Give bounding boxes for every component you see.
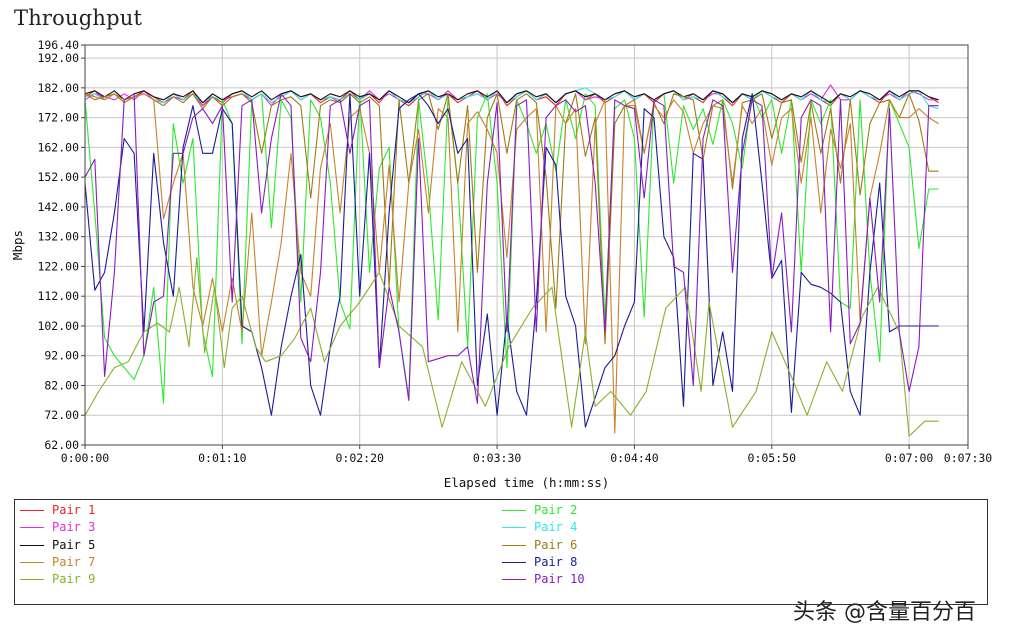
- plot-frame: [84, 44, 969, 446]
- legend-swatch: [20, 561, 44, 563]
- legend-swatch: [20, 578, 44, 580]
- legend-label: Pair 7: [52, 555, 96, 569]
- legend-label: Pair 10: [534, 572, 585, 586]
- y-tick-label: 82.00: [44, 378, 79, 392]
- y-tick-label: 172.00: [37, 111, 79, 125]
- legend-item-pair-3: Pair 3: [20, 519, 95, 535]
- legend-swatch: [20, 509, 44, 511]
- legend-swatch: [502, 526, 526, 528]
- series-line-pair-10: [84, 93, 939, 404]
- legend-item-pair-1: Pair 1: [20, 502, 95, 518]
- chart-title: Throughput: [14, 6, 143, 30]
- x-tick-label: 0:02:20: [335, 451, 384, 465]
- legend-swatch: [502, 578, 526, 580]
- chart-plot: 62.00 72.00 82.00 92.00 102.00 112.00 122.00 13…: [10, 38, 992, 490]
- y-tick-label: 182.00: [37, 81, 79, 95]
- legend-swatch: [502, 561, 526, 563]
- legend-label: Pair 2: [534, 503, 578, 517]
- x-tick-label: 0:07:30: [944, 451, 993, 465]
- legend-item-pair-7: Pair 7: [20, 554, 95, 570]
- x-axis-title: Elapsed time (h:mm:ss): [444, 475, 610, 490]
- series-line-pair-9: [84, 256, 939, 437]
- legend-swatch: [20, 526, 44, 528]
- legend-label: Pair 8: [534, 555, 578, 569]
- x-tick-label: 0:05:50: [748, 451, 797, 465]
- y-tick-label: 192.00: [37, 51, 79, 65]
- legend-item-pair-2: Pair 2: [502, 502, 577, 518]
- y-axis-title: Mbps: [10, 230, 25, 260]
- legend-item-pair-10: Pair 10: [502, 571, 585, 587]
- x-tick-label: 0:01:10: [198, 451, 247, 465]
- y-tick-label: 92.00: [44, 349, 79, 363]
- y-tick-label: 162.00: [37, 140, 79, 154]
- x-tick-label: 0:03:30: [473, 451, 522, 465]
- y-tick-label: 142.00: [37, 200, 79, 214]
- legend-label: Pair 3: [52, 520, 96, 534]
- legend-item-pair-9: Pair 9: [20, 571, 95, 587]
- legend-item-pair-8: Pair 8: [502, 554, 577, 570]
- series-line-pair-2: [84, 93, 939, 404]
- legend-label: Pair 9: [52, 572, 96, 586]
- series-layer: [84, 84, 939, 437]
- x-tick-label: 0:07:00: [885, 451, 934, 465]
- legend-swatch: [20, 544, 44, 546]
- legend-item-pair-5: Pair 5: [20, 537, 95, 553]
- series-line-pair-8: [84, 93, 939, 428]
- legend-label: Pair 1: [52, 503, 96, 517]
- y-tick-label: 72.00: [44, 408, 79, 422]
- y-tick-label: 132.00: [37, 230, 79, 244]
- y-tick-label: 196.40: [37, 38, 79, 52]
- watermark: 头条 @含量百分百: [793, 600, 976, 625]
- legend-item-pair-6: Pair 6: [502, 537, 577, 553]
- series-line-pair-7: [84, 93, 939, 434]
- y-tick-label: 62.00: [44, 438, 79, 452]
- x-tick-label: 0:04:40: [610, 451, 659, 465]
- series-line-pair-6: [84, 93, 939, 345]
- y-tick-label: 102.00: [37, 319, 79, 333]
- legend-label: Pair 5: [52, 538, 96, 552]
- legend-swatch: [502, 509, 526, 511]
- series-line-pair-5: [84, 90, 939, 104]
- x-tick-label: 0:00:00: [61, 451, 110, 465]
- legend: Pair 1 Pair 2 Pair 3 Pair 4 Pair 5 Pair …: [14, 499, 988, 605]
- legend-swatch: [502, 544, 526, 546]
- legend-label: Pair 6: [534, 538, 578, 552]
- ticks-layer: 62.00 72.00 82.00 92.00 102.00 112.00 122.00 13…: [37, 38, 992, 465]
- y-tick-label: 152.00: [37, 170, 79, 184]
- legend-item-pair-4: Pair 4: [502, 519, 577, 535]
- legend-label: Pair 4: [534, 520, 578, 534]
- y-tick-label: 122.00: [37, 259, 79, 273]
- y-tick-label: 112.00: [37, 289, 79, 303]
